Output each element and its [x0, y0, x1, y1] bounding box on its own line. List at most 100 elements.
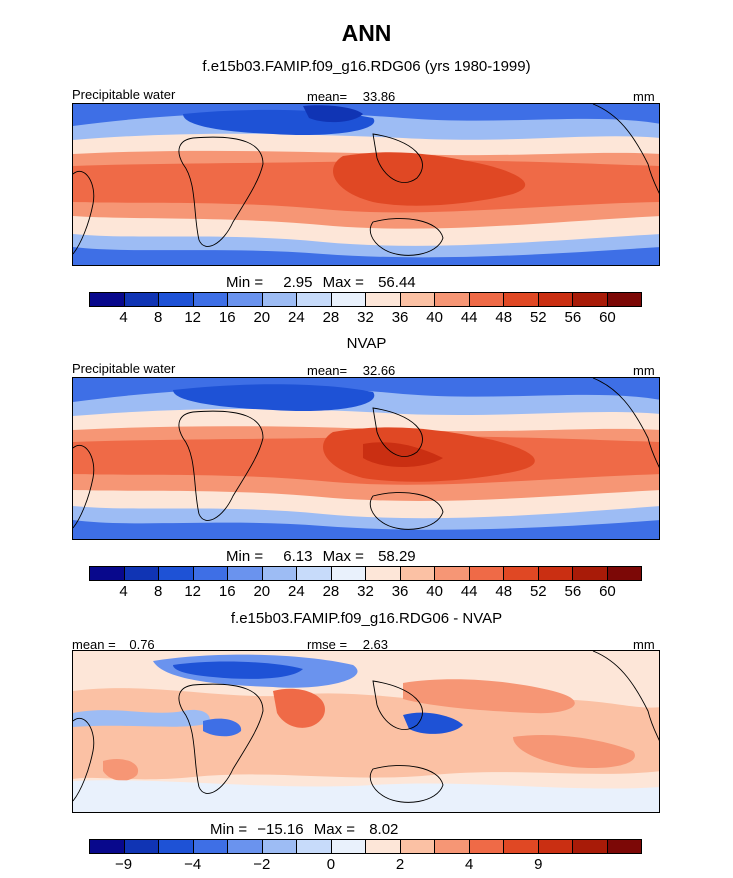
- colorbar-tick-label: 40: [426, 309, 443, 326]
- colorbar-swatch: [90, 840, 125, 853]
- colorbar-swatch: [435, 840, 470, 853]
- colorbar-tick-label: −2: [253, 856, 271, 873]
- panel-1-mean: mean= 33.86: [307, 89, 395, 104]
- colorbar-tick-label: 16: [218, 309, 236, 326]
- colorbar-tick-label: 2: [395, 856, 405, 873]
- colorbar-swatch: [607, 840, 641, 853]
- panel-2-min-label: Min =: [226, 548, 264, 565]
- colorbar-tick-label: 12: [184, 583, 202, 600]
- colorbar-swatch: [469, 840, 504, 853]
- colorbar-tick-label: 4: [119, 583, 128, 600]
- colorbar-swatch: [366, 567, 401, 580]
- colorbar-swatch: [159, 567, 194, 580]
- colorbar-swatch: [607, 567, 641, 580]
- colorbar-swatch: [400, 840, 435, 853]
- colorbar-swatch: [366, 840, 401, 853]
- colorbar-tick-label: 52: [529, 583, 547, 600]
- panel-3-rmse-label: rmse =: [307, 637, 348, 652]
- colorbar-tick-label: 24: [288, 309, 305, 326]
- colorbar-swatch: [607, 293, 641, 306]
- colorbar-tick-label: 4: [119, 309, 128, 326]
- colorbar-swatch: [504, 567, 539, 580]
- colorbar-tick-label: 9: [534, 856, 543, 873]
- colorbar-swatch: [297, 293, 332, 306]
- colorbar-swatch: [124, 567, 159, 580]
- colorbar-swatch: [297, 840, 332, 853]
- panel-2-map-svg: [73, 378, 659, 539]
- colorbar-tick-label: 60: [599, 583, 616, 600]
- colorbar-tick-label: 56: [564, 583, 582, 600]
- colorbar-tick-label: 16: [218, 583, 236, 600]
- panel-3-mean-value: 0.76: [129, 637, 155, 652]
- panel-1-minmax: Min = 2.95 Max = 56.44: [226, 274, 416, 291]
- panel-3-mean: mean = 0.76: [72, 637, 155, 652]
- panel-2-map: [72, 377, 660, 540]
- colorbar-swatch: [504, 840, 539, 853]
- panel-2-field-label: Precipitable water: [72, 361, 176, 376]
- panel-1-min-value: 2.95: [283, 274, 313, 291]
- colorbar-swatch: [90, 567, 125, 580]
- colorbar-swatch: [228, 840, 263, 853]
- colorbar-swatch: [435, 293, 470, 306]
- colorbar-2: [89, 566, 642, 581]
- panel-2-title: NVAP: [346, 335, 387, 352]
- panel-2-mean-value: 32.66: [362, 363, 396, 378]
- panel-2-units: mm: [633, 363, 655, 378]
- colorbar-swatch: [573, 293, 608, 306]
- colorbar-tick-label: 20: [253, 583, 271, 600]
- colorbar-swatch: [124, 840, 159, 853]
- colorbar-swatch: [193, 293, 228, 306]
- panel-3-map: [72, 650, 660, 813]
- colorbar-swatch: [262, 567, 297, 580]
- panel-1-mean-value: 33.86: [362, 89, 396, 104]
- panel-3-max-value: 8.02: [369, 821, 399, 838]
- colorbar-swatch: [504, 293, 539, 306]
- colorbar-tick-label: 36: [391, 309, 409, 326]
- panel-3-mean-label: mean =: [72, 637, 116, 652]
- colorbar-swatch: [469, 567, 504, 580]
- colorbar-swatch: [262, 840, 297, 853]
- panel-1-map-svg: [73, 104, 659, 265]
- colorbar-swatch: [90, 293, 125, 306]
- colorbar-1-ticks: 4 8 12 16 20 24 28 32 36 40 44 48 52 56 60: [89, 309, 642, 327]
- panel-3-min-value: −15.16: [257, 821, 304, 838]
- panel-2-min-value: 6.13: [283, 548, 313, 565]
- colorbar-swatch: [297, 567, 332, 580]
- panel-3-rmse-value: 2.63: [362, 637, 389, 652]
- panel-1-max-value: 56.44: [378, 274, 416, 291]
- colorbar-swatch: [538, 567, 573, 580]
- panel-3-minmax: Min = −15.16 Max = 8.02: [210, 821, 398, 838]
- colorbar-swatch: [228, 293, 263, 306]
- colorbar-swatch: [193, 840, 228, 853]
- colorbar-3-ticks: −9 −4 −2 0 2 4 9: [89, 856, 642, 874]
- panel-2-max-label: Max =: [322, 548, 364, 565]
- panel-2-max-value: 58.29: [378, 548, 416, 565]
- panel-1-max-label: Max =: [322, 274, 364, 291]
- figure-title: ANN: [341, 20, 392, 46]
- colorbar-swatch: [193, 567, 228, 580]
- colorbar-tick-label: 40: [426, 583, 443, 600]
- colorbar-tick-label: 20: [253, 309, 271, 326]
- colorbar-tick-label: 28: [322, 309, 340, 326]
- panel-3-min-label: Min =: [210, 821, 248, 838]
- colorbar-tick-label: 60: [599, 309, 616, 326]
- colorbar-tick-label: −4: [184, 856, 202, 873]
- panel-1-title: f.e15b03.FAMIP.f09_g16.RDG06 (yrs 1980-1…: [202, 58, 531, 75]
- panel-3-title: f.e15b03.FAMIP.f09_g16.RDG06 - NVAP: [230, 610, 503, 627]
- colorbar-swatch: [538, 293, 573, 306]
- colorbar-swatch: [435, 567, 470, 580]
- colorbar-swatch: [573, 840, 608, 853]
- colorbar-tick-label: 8: [153, 583, 163, 600]
- panel-3-rmse: rmse = 2.63: [307, 637, 388, 652]
- colorbar-swatch: [124, 293, 159, 306]
- colorbar-tick-label: 48: [495, 583, 513, 600]
- colorbar-tick-label: 36: [391, 583, 409, 600]
- colorbar-tick-label: 0: [326, 856, 336, 873]
- colorbar-swatch: [400, 567, 435, 580]
- colorbar-3: [89, 839, 642, 854]
- colorbar-tick-label: 24: [288, 583, 305, 600]
- colorbar-tick-label: −9: [115, 856, 133, 873]
- colorbar-swatch: [331, 567, 366, 580]
- panel-2-mean: mean= 32.66: [307, 363, 395, 378]
- colorbar-swatch: [469, 293, 504, 306]
